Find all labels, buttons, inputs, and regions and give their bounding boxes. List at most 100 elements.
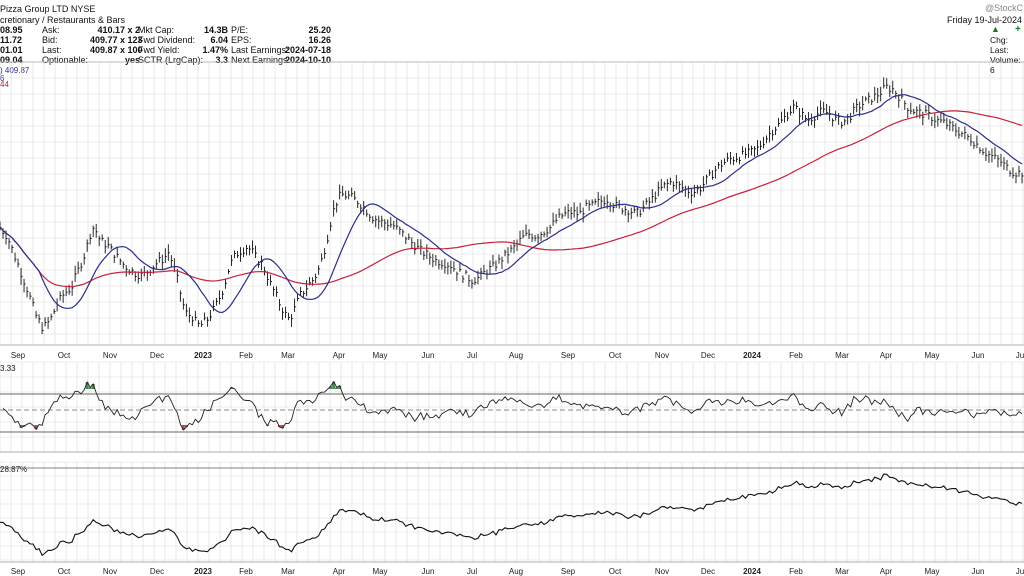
col4-label: Last Earnings: (231, 45, 289, 55)
col2-value: yes (124, 55, 140, 65)
ma50-line (0, 94, 1023, 314)
x-tick-label: Nov (655, 351, 669, 360)
x-tick-label: May (372, 567, 387, 576)
x-tick-label: 2023 (194, 351, 212, 360)
sctr-line (0, 473, 1023, 557)
col4-row: Last Earnings:2024-07-18 (231, 45, 331, 55)
arrow-up-icon: ▲ (991, 24, 1000, 34)
x-tick-label: 2024 (743, 351, 761, 360)
x-tick-label: Apr (880, 567, 893, 576)
col3-value: 14.3B (203, 25, 228, 35)
col4-value: 25.20 (308, 25, 331, 35)
x-tick-label: Aug (509, 567, 523, 576)
x-tick-label: Ju (1016, 567, 1024, 576)
chart-date: Friday 19-Jul-2024 1 (947, 15, 1024, 25)
col2-row: Last: 409.87 x 100 (42, 45, 143, 55)
ma-label-b: 44 (0, 80, 9, 89)
x-tick-label: Sep (11, 351, 26, 360)
col4-value: 2024-10-10 (284, 55, 331, 65)
x-tick-label: Feb (789, 351, 803, 360)
side-label-1: Last: (990, 45, 1009, 55)
quote-value-2: 01.01 (0, 45, 23, 55)
x-tick-label: May (372, 351, 387, 360)
col3-row: Fwd Dividend: 6.04 (138, 35, 228, 45)
col2-row: Ask: 410.17 x 2 (42, 25, 140, 35)
x-tick-label: May (924, 351, 939, 360)
x-tick-label: Jun (972, 351, 985, 360)
x-tick-label: Dec (150, 351, 164, 360)
ma200-line (0, 110, 1023, 288)
col3-row: Mkt Cap: 14.3B (138, 25, 228, 35)
x-tick-label: Ju (1016, 351, 1024, 360)
x-tick-label: 2024 (743, 567, 761, 576)
col4-row: Next Earnings:2024-10-10 (231, 55, 331, 65)
col4-row: P/E: 25.20 (231, 25, 331, 35)
col3-row: SCTR (LrgCap): 3.3 (138, 55, 228, 65)
x-tick-label: Nov (103, 567, 117, 576)
col4-label: Next Earnings: (231, 55, 291, 65)
x-tick-label: Sep (561, 567, 576, 576)
rsi-line (2, 380, 1023, 431)
rsi-label: 3.33 (0, 364, 16, 373)
stockcharts-logo: @StockC (985, 3, 1024, 13)
x-tick-label: 2023 (194, 567, 212, 576)
x-tick-label: Nov (655, 567, 669, 576)
x-tick-label: Sep (11, 567, 26, 576)
side-label-2: Volume: 6 (990, 55, 1021, 75)
col3-label: Fwd Dividend: (138, 35, 196, 45)
col2-label: Last: (42, 45, 62, 55)
x-tick-label: Dec (701, 351, 715, 360)
x-tick-label: Mar (281, 567, 295, 576)
col2-row: Optionable: yes (42, 55, 140, 65)
x-tick-label: Nov (103, 351, 117, 360)
x-tick-label: Feb (239, 567, 253, 576)
col2-label: Bid: (42, 35, 58, 45)
side-label-0: Chg: (990, 35, 1008, 45)
sctr-label: 28.87% (0, 465, 28, 474)
col3-row: Fwd Yield: 1.47% (138, 45, 228, 55)
ma-label-a: 6 (0, 74, 5, 83)
x-tick-label: Mar (835, 351, 849, 360)
col4-label: EPS: (231, 35, 252, 45)
x-tick-label: Oct (609, 351, 622, 360)
x-tick-label: May (924, 567, 939, 576)
x-tick-label: Apr (333, 351, 346, 360)
col3-label: SCTR (LrgCap): (138, 55, 204, 65)
x-tick-label: Oct (58, 567, 71, 576)
x-tick-label: Dec (701, 567, 715, 576)
plus-icon: + (1015, 24, 1021, 35)
quote-value-1: 11.72 (0, 35, 23, 45)
x-tick-label: Mar (281, 351, 295, 360)
x-tick-label: Jul (467, 567, 477, 576)
x-tick-label: Jun (422, 351, 435, 360)
x-tick-label: Feb (789, 567, 803, 576)
col4-row: EPS: 16.26 (231, 35, 331, 45)
x-tick-label: Jun (422, 567, 435, 576)
col4-label: P/E: (231, 25, 249, 35)
col3-value: 3.3 (215, 55, 228, 65)
col3-label: Fwd Yield: (138, 45, 180, 55)
col2-value: 409.87 x 100 (90, 45, 143, 55)
chart-header: Pizza Group LTD NYSE cretionary / Restau… (0, 0, 1024, 75)
quote-value-0: 08.95 (0, 25, 23, 35)
col2-row: Bid: 409.77 x 123 (42, 35, 143, 45)
col3-value: 1.47% (202, 45, 228, 55)
x-tick-label: Jul (467, 351, 477, 360)
col4-value: 16.26 (308, 35, 331, 45)
col3-label: Mkt Cap: (138, 25, 175, 35)
col2-label: Optionable: (42, 55, 89, 65)
x-tick-label: Dec (150, 567, 164, 576)
x-tick-label: Apr (880, 351, 893, 360)
x-tick-label: Oct (58, 351, 71, 360)
quote-value-3: 09.04 (0, 55, 23, 65)
x-tick-label: Sep (561, 351, 576, 360)
col2-value: 410.17 x 2 (97, 25, 140, 35)
x-tick-label: Oct (609, 567, 622, 576)
x-tick-label: Apr (333, 567, 346, 576)
col3-value: 6.04 (210, 35, 228, 45)
x-tick-label: Aug (509, 351, 523, 360)
col2-value: 409.77 x 123 (90, 35, 143, 45)
col4-value: 2024-07-18 (284, 45, 331, 55)
ticker-title: Pizza Group LTD NYSE (0, 4, 96, 14)
col2-label: Ask: (42, 25, 60, 35)
